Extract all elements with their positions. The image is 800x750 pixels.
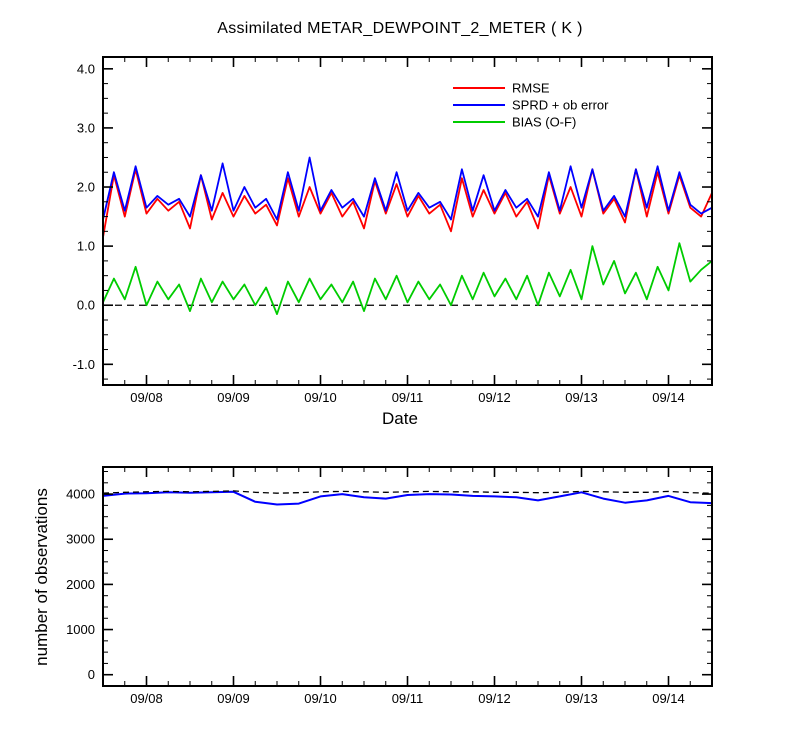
plot-frame <box>102 466 713 687</box>
x-tick-label: 09/08 <box>130 390 163 405</box>
x-axis-title: Date <box>382 409 418 428</box>
x-tick-label: 09/14 <box>652 691 685 706</box>
y-tick-label: 3.0 <box>77 120 95 135</box>
y-tick-label: 4000 <box>66 487 95 502</box>
x-tick-label: 09/09 <box>217 390 250 405</box>
y-tick-label: 3000 <box>66 532 95 547</box>
y-tick-label: 0 <box>88 667 95 682</box>
obs-y-axis-title: number of observations <box>32 488 51 666</box>
legend-label-bias-o-f-: BIAS (O-F) <box>512 115 576 130</box>
y-tick-label: 2000 <box>66 577 95 592</box>
legend-label-sprd-ob-error: SPRD + ob error <box>512 98 609 113</box>
y-tick-label: -1.0 <box>73 357 95 372</box>
page-title: Assimilated METAR_DEWPOINT_2_METER ( K ) <box>217 20 583 37</box>
series-observations-possible-line <box>102 490 713 494</box>
x-tick-label: 09/12 <box>478 390 511 405</box>
x-tick-label: 09/13 <box>565 390 598 405</box>
series-bias-o-f--line <box>102 242 713 316</box>
y-tick-label: 1.0 <box>77 239 95 254</box>
y-tick-label: 1000 <box>66 622 95 637</box>
y-tick-label: 2.0 <box>77 180 95 195</box>
series-observations-used-line <box>102 490 713 506</box>
series-sprd-ob-error-line <box>102 156 713 221</box>
x-tick-label: 09/11 <box>392 691 424 706</box>
x-tick-label: 09/08 <box>130 691 163 706</box>
x-tick-label: 09/13 <box>565 691 598 706</box>
x-tick-label: 09/12 <box>478 691 511 706</box>
x-tick-label: 09/09 <box>217 691 250 706</box>
legend: RMSE SPRD + ob error BIAS (O-F) <box>453 81 609 130</box>
y-tick-label: 0.0 <box>77 298 95 313</box>
x-tick-label: 09/10 <box>304 390 337 405</box>
x-tick-label: 09/10 <box>304 691 337 706</box>
x-tick-label: 09/11 <box>392 390 424 405</box>
y-tick-label: 4.0 <box>77 61 95 76</box>
x-tick-label: 09/14 <box>652 390 685 405</box>
legend-label-rmse: RMSE <box>512 81 550 96</box>
